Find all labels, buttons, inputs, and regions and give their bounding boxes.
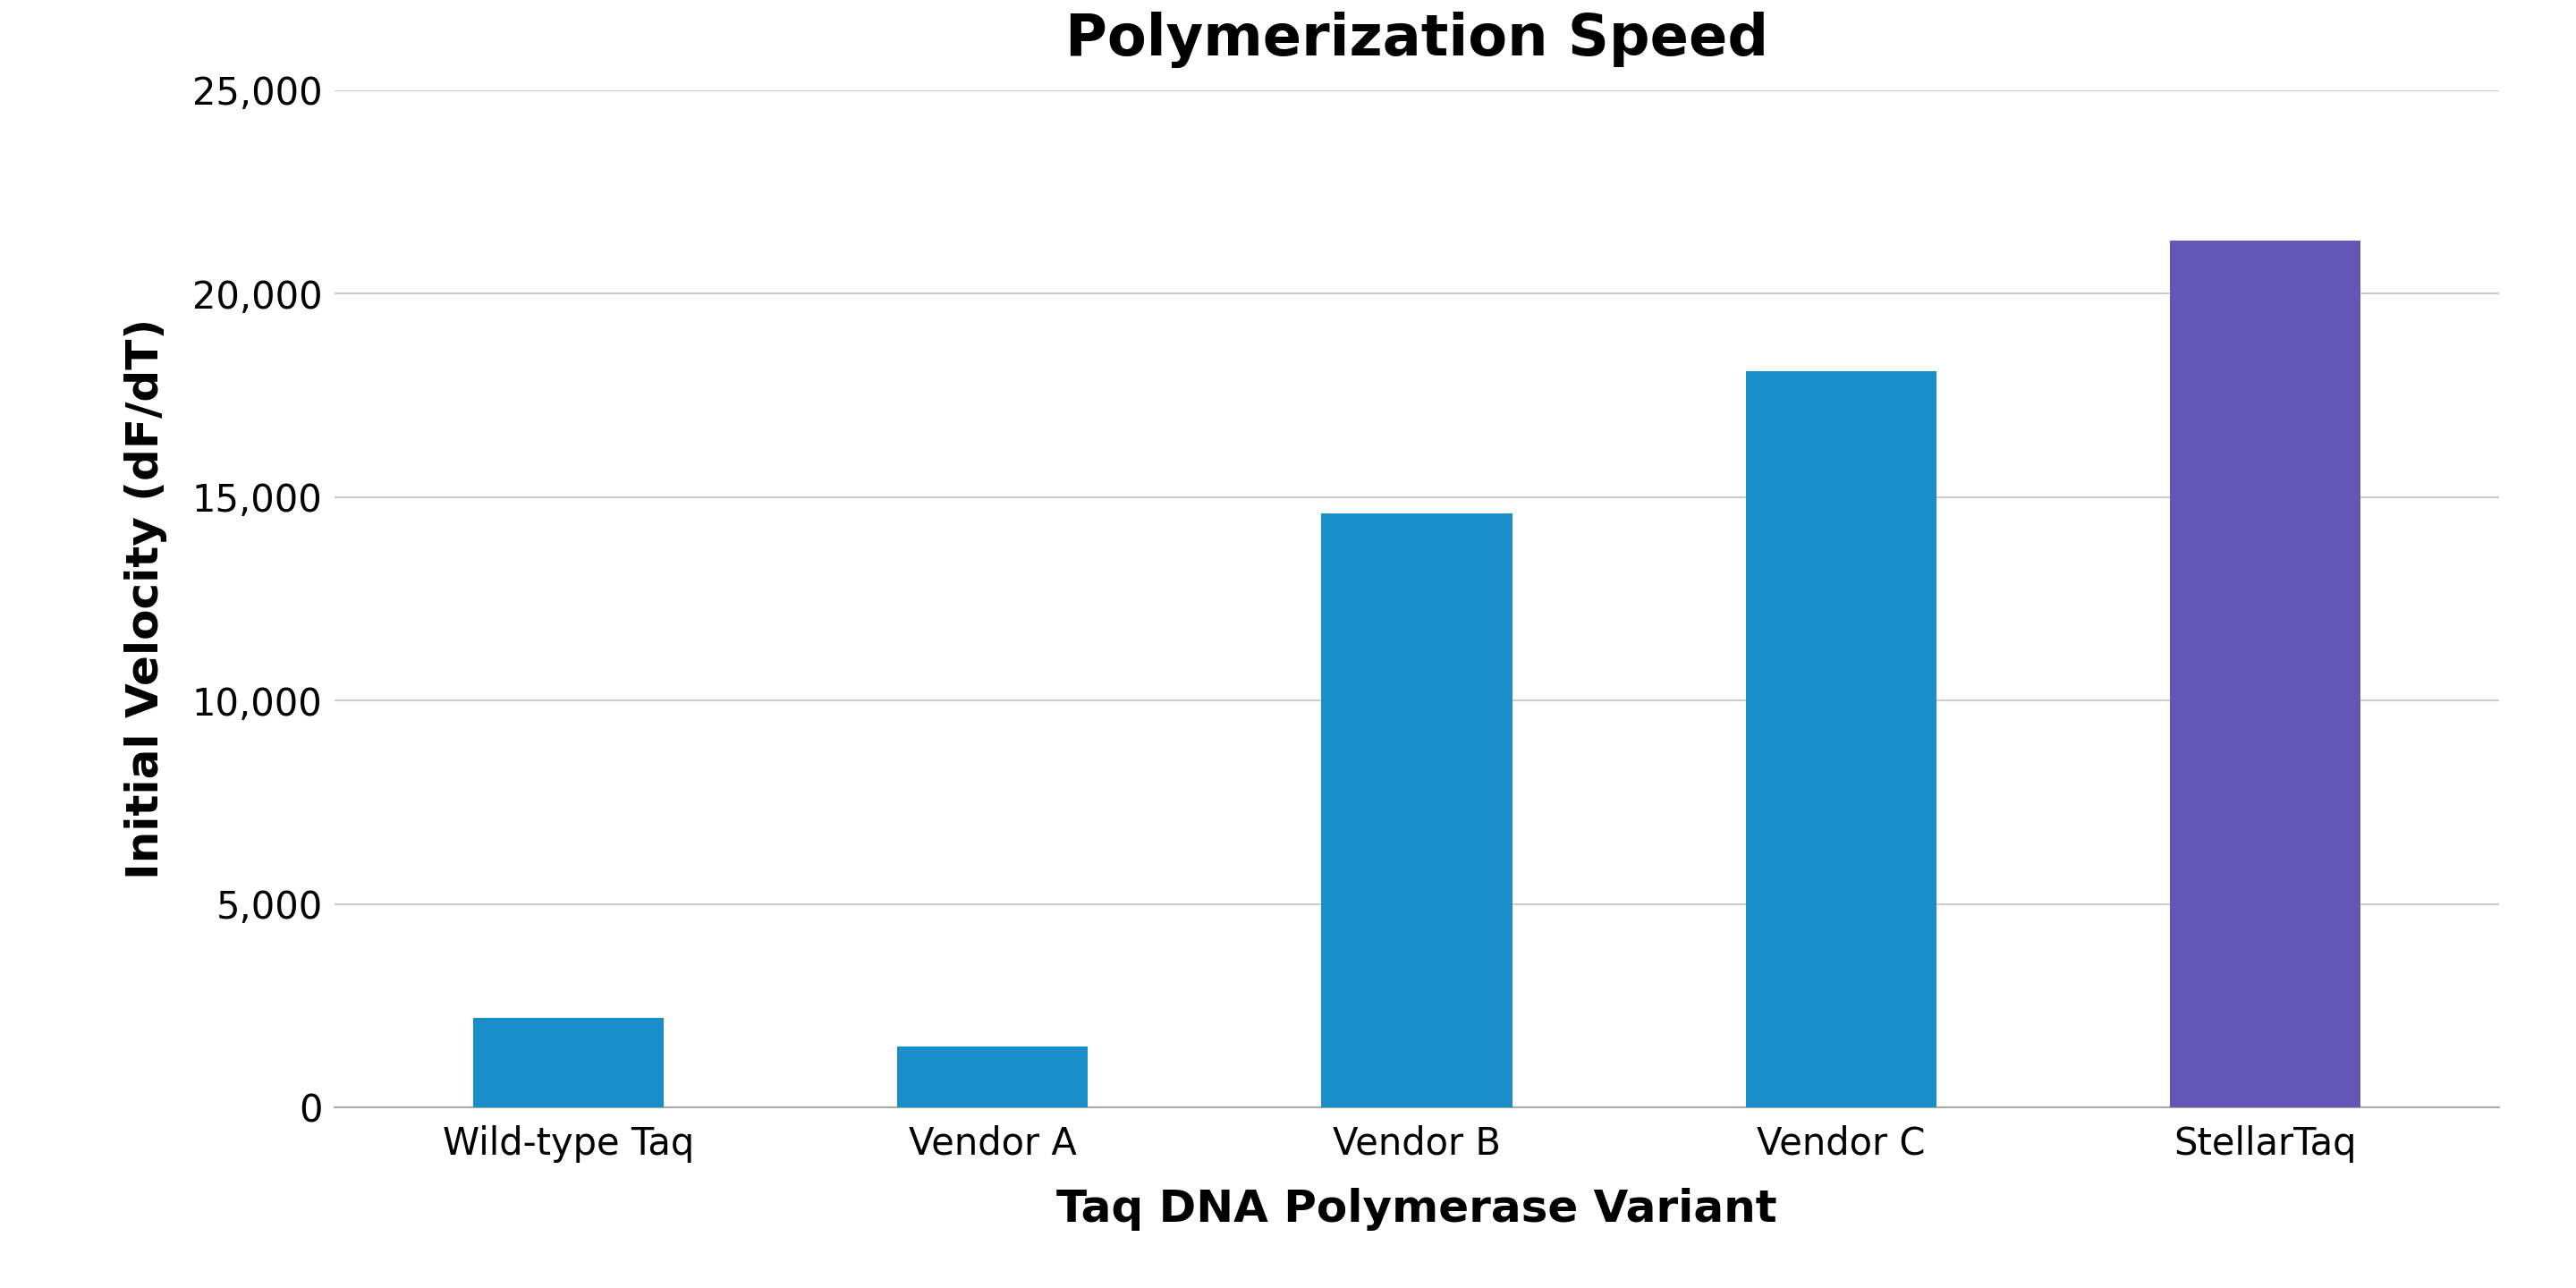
Bar: [896, 1047, 1087, 1108]
Bar: [2169, 241, 2360, 1108]
Bar: [1747, 371, 1937, 1108]
Y-axis label: Initial Velocity (dF/dT): Initial Velocity (dF/dT): [124, 318, 167, 880]
X-axis label: Taq DNA Polymerase Variant: Taq DNA Polymerase Variant: [1056, 1188, 1777, 1230]
Bar: [1321, 514, 1512, 1108]
Title: Polymerization Speed: Polymerization Speed: [1066, 12, 1767, 68]
Bar: [474, 1018, 665, 1108]
